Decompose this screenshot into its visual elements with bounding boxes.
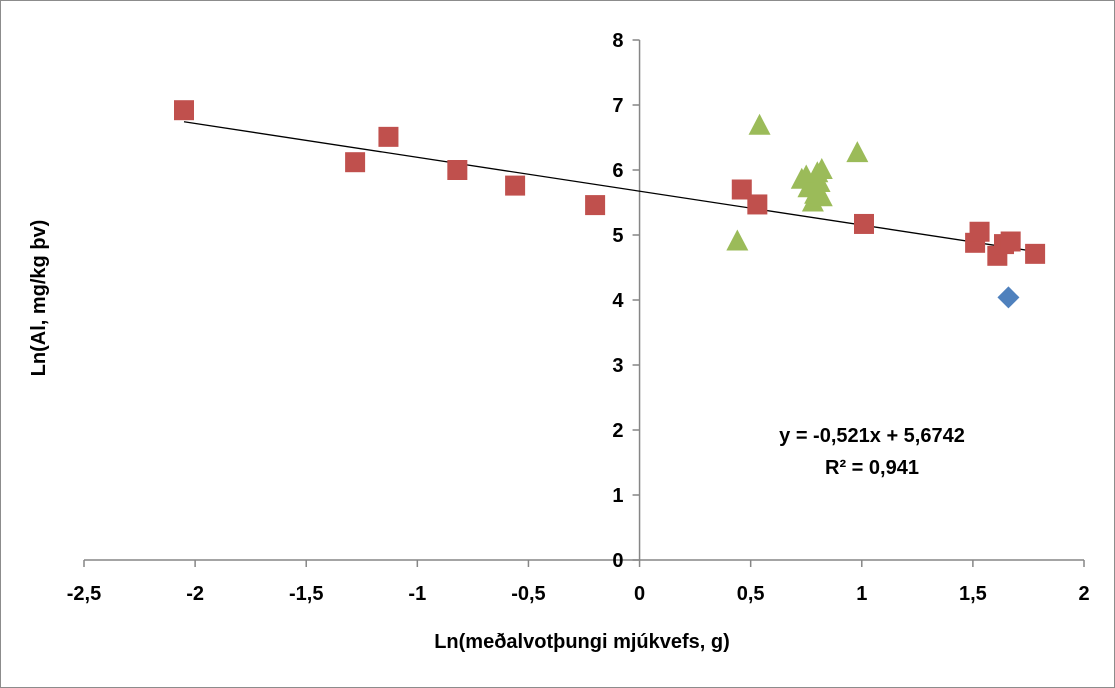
data-point-triangle xyxy=(726,229,749,251)
trendline xyxy=(183,121,1036,253)
data-point-square xyxy=(747,194,768,215)
x-tick-label: 0 xyxy=(634,583,645,605)
x-tick-label: 1,5 xyxy=(959,583,987,605)
y-tick-label: 0 xyxy=(612,550,623,572)
y-tick-label: 4 xyxy=(612,290,624,312)
y-tick-label: 3 xyxy=(612,355,623,377)
data-point-triangle xyxy=(810,158,833,179)
y-tick-label: 8 xyxy=(612,30,623,52)
r-squared-label: R² = 0,941 xyxy=(825,457,919,479)
y-tick-label: 6 xyxy=(612,160,623,182)
trendline-group xyxy=(183,121,1036,253)
x-tick-label: -2,5 xyxy=(67,583,101,605)
y-tick-label: 5 xyxy=(612,225,623,247)
data-point-square xyxy=(1000,231,1021,252)
x-tick-label: -0,5 xyxy=(511,583,545,605)
data-point-triangle xyxy=(810,185,833,207)
trendline-equation: y = -0,521x + 5,6742 xyxy=(779,425,965,447)
data-point-square xyxy=(1025,243,1046,264)
x-tick-label: 0,5 xyxy=(737,583,765,605)
data-point-triangle xyxy=(846,141,869,163)
y-tick-label: 1 xyxy=(612,485,623,507)
data-point-triangle xyxy=(808,171,831,192)
x-axis-title: Ln(meðalvotþungi mjúkvefs, g) xyxy=(434,631,730,653)
x-tick-label: -2 xyxy=(186,583,204,605)
x-tick-label: 1 xyxy=(856,583,867,605)
data-point-diamond xyxy=(997,286,1020,309)
data-point-square xyxy=(731,179,752,200)
y-tick-label: 7 xyxy=(612,95,623,117)
data-point-square xyxy=(447,160,468,180)
y-axis-title: Ln(Al, mg/kg þv) xyxy=(28,220,50,377)
data-point-triangle xyxy=(748,113,771,135)
x-tick-label: -1,5 xyxy=(289,583,323,605)
data-point-square xyxy=(345,152,366,173)
data-points xyxy=(174,100,1046,309)
axes xyxy=(83,39,1085,567)
tick-labels: -2,5 -2 -1,5 -1 -0,5 0 0,5 1 1,5 2 0 1 2 3 4 5 6 7 8 xyxy=(67,30,1090,605)
y-tick-label: 2 xyxy=(612,420,623,442)
data-point-square xyxy=(505,175,526,196)
data-point-square xyxy=(854,213,874,234)
data-point-square xyxy=(585,195,606,216)
x-tick-label: -1 xyxy=(408,583,426,605)
x-tick-label: 2 xyxy=(1078,583,1089,605)
data-point-square xyxy=(969,221,990,242)
data-point-square xyxy=(174,100,194,121)
data-point-square xyxy=(378,126,399,147)
